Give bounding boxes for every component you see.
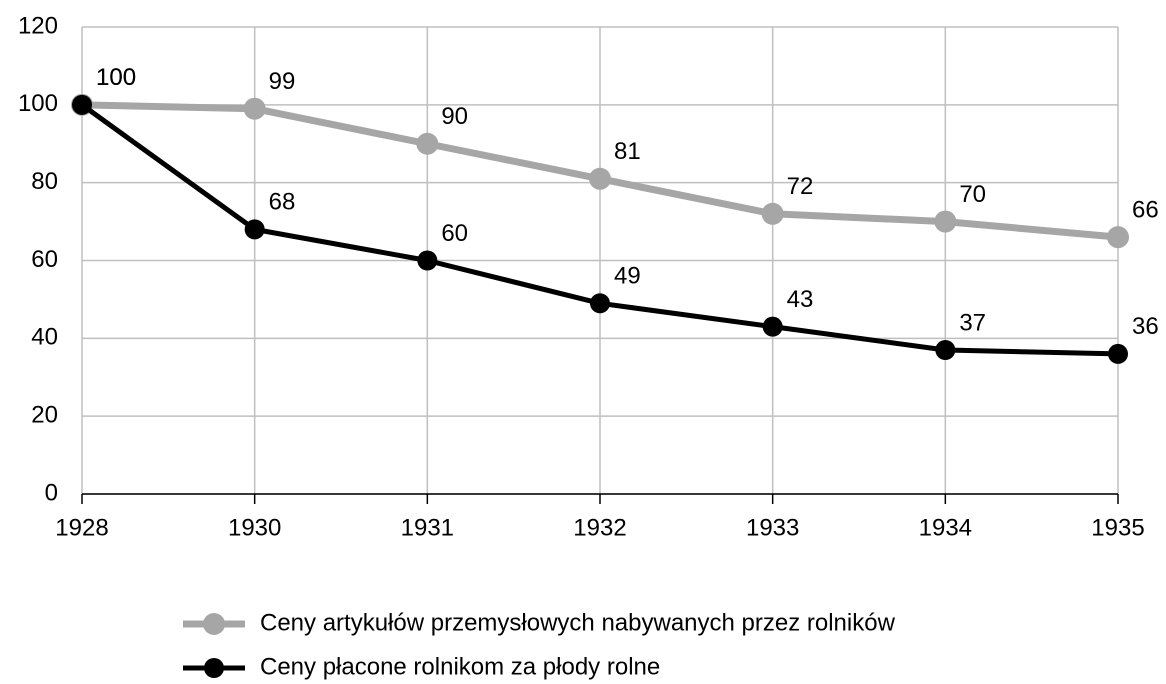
data-label: 66 [1132,196,1159,223]
data-point [1108,343,1128,364]
y-tick-label: 80 [31,168,58,195]
y-tick-label: 100 [18,90,58,117]
x-tick-label: 1933 [746,514,799,541]
data-label: 100 [96,64,136,91]
data-point [72,94,92,115]
x-tick-label: 1932 [573,514,626,541]
data-label: 99 [269,68,296,95]
y-tick-label: 60 [31,246,58,273]
data-point [417,250,438,271]
data-label: 100 [96,64,136,91]
legend-marker [204,658,224,678]
x-tick-label: 1934 [919,514,972,541]
data-label: 72 [787,173,814,200]
data-label: 90 [441,103,468,130]
data-point [761,202,784,225]
data-point [416,132,439,155]
data-label: 49 [614,263,641,290]
y-tick-label: 20 [31,402,58,429]
data-point [1107,226,1129,249]
data-label: 68 [269,189,296,216]
x-tick-label: 1931 [401,514,454,541]
y-tick-label: 120 [18,12,58,39]
data-label: 60 [441,220,468,247]
legend-marker [203,613,225,635]
y-tick-label: 40 [31,324,58,351]
data-label: 37 [959,309,986,336]
data-point [590,293,610,314]
data-label: 43 [787,286,814,313]
data-point [243,97,266,120]
data-point [589,167,611,190]
x-tick-label: 1928 [55,514,108,541]
x-tick-label: 1930 [228,514,281,541]
data-label: 81 [614,138,641,165]
legend-label: Ceny artykułów przemysłowych nabywanych … [260,609,896,636]
y-tick-label: 0 [45,479,58,506]
legend-label: Ceny płacone rolnikom za płody rolne [260,653,660,680]
data-point [935,340,956,361]
x-tick-label: 1935 [1091,514,1144,541]
data-label: 36 [1132,313,1159,340]
data-point [934,210,957,233]
data-point [762,316,783,337]
data-point [244,219,265,240]
data-label: 70 [959,181,986,208]
